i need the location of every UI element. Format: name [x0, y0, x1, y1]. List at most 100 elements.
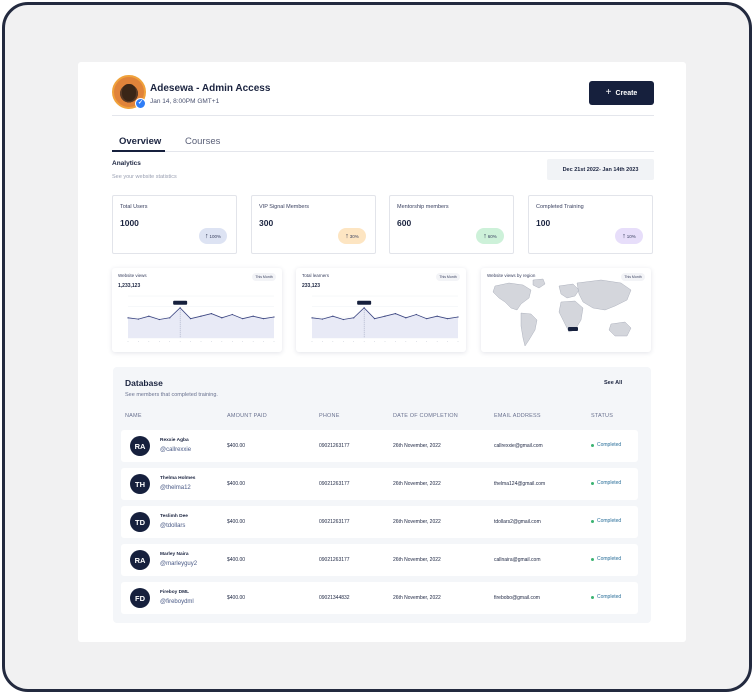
member-handle: @tdollars: [160, 523, 186, 529]
avatar: RA: [130, 436, 150, 456]
column-header-email: EMAIL ADDRESS: [494, 413, 541, 419]
data-point: [446, 318, 449, 320]
stat-label: VIP Signal Members: [259, 204, 310, 210]
data-point: [262, 318, 265, 320]
stat-label: Total Users: [120, 204, 148, 210]
stat-value: 300: [259, 218, 274, 228]
data-point: [353, 317, 355, 319]
stat-badge: ↑ 100%: [199, 228, 227, 244]
status-dot-icon: [591, 595, 594, 599]
data-point: [394, 313, 397, 315]
verified-icon: ✓: [135, 98, 146, 109]
tab-overview[interactable]: Overview: [119, 136, 162, 147]
column-header-status: STATUS: [591, 413, 614, 419]
stat-label: Completed Training: [536, 204, 584, 210]
data-point: [169, 317, 171, 319]
status-label: Completed: [597, 442, 622, 448]
avatar[interactable]: ✓: [112, 75, 146, 109]
data-point: [148, 315, 150, 317]
data-point: [363, 307, 365, 309]
database-title: Database: [125, 378, 163, 388]
data-point: [231, 313, 233, 316]
member-handle: @fireboydml: [160, 599, 194, 605]
table-row[interactable]: FD Fireboy DML @fireboydml $400.00 09021…: [121, 582, 638, 614]
analytics-title: Analytics: [112, 160, 141, 167]
avatar: TD: [130, 512, 150, 532]
chart-card-total-learners: Total learners 233,123 This Month: [296, 268, 466, 352]
email: thelma124@gmail.com: [494, 481, 546, 487]
chart-card-views-by-region: Website views by region This Month: [481, 268, 651, 352]
table-row[interactable]: TD Teslimh Dee @tdollars $400.00 0902126…: [121, 506, 638, 538]
stat-badge-label: 10%: [626, 233, 636, 239]
data-point: [221, 317, 223, 319]
database-panel: Database See members that completed trai…: [113, 367, 651, 623]
status-label: Completed: [597, 556, 622, 562]
status-dot-icon: [591, 557, 594, 561]
status-dot-icon: [591, 481, 594, 485]
data-point: [273, 316, 275, 318]
column-header-phone: PHONE: [319, 413, 340, 419]
period-select[interactable]: This Month: [621, 273, 645, 281]
total-learners-chart: [311, 295, 459, 342]
column-header-date: DATE OF COMPLETION: [393, 413, 458, 419]
stat-value: 100: [536, 218, 551, 228]
stat-value: 1000: [120, 218, 139, 228]
status-badge: Completed: [591, 442, 621, 448]
map-greenland: [532, 278, 546, 289]
website-views-chart: [127, 295, 275, 342]
table-row[interactable]: RA Rexxie Agba @callrexxie $400.00 09021…: [121, 430, 638, 462]
status-badge: Completed: [591, 556, 621, 562]
stat-badge-label: 60%: [487, 233, 497, 239]
email: firebobo@gmail.com: [494, 595, 540, 601]
column-header-name: NAME: [125, 413, 142, 419]
avatar-face: [122, 84, 136, 101]
data-point: [321, 318, 324, 320]
stat-card-completed-training: Completed Training 100 ↑ 10%: [528, 195, 653, 254]
member-name: Thelma Holmes: [160, 476, 196, 481]
stat-badge: ↑ 30%: [338, 228, 366, 244]
data-point: [179, 307, 181, 309]
table-row[interactable]: RA Marley Naira @marleyguy2 $400.00 0902…: [121, 544, 638, 576]
stat-badge: ↑ 60%: [476, 228, 504, 244]
status-dot-icon: [591, 519, 594, 523]
see-all-link[interactable]: See All: [604, 380, 623, 386]
world-map: [492, 278, 632, 347]
data-point: [311, 317, 313, 319]
data-point: [384, 315, 386, 317]
data-point: [189, 318, 192, 320]
data-point: [242, 318, 244, 320]
email: callnaira@gmail.com: [494, 557, 541, 563]
date-range-picker[interactable]: Dec 21st 2022- Jan 14th 2023: [547, 159, 654, 180]
amount-paid: $400.00: [227, 595, 246, 601]
status-label: Completed: [597, 480, 622, 486]
period-select[interactable]: This Month: [252, 273, 276, 281]
stat-badge-label: 30%: [349, 233, 359, 239]
stat-label: Mentorship members: [397, 204, 449, 210]
member-name: Fireboy DML: [160, 590, 190, 595]
avatar: TH: [130, 474, 150, 494]
stat-badge-label: 100%: [209, 233, 221, 239]
map-asia: [576, 279, 632, 311]
create-button[interactable]: + Create: [589, 81, 654, 105]
user-name: Adesewa - Admin Access: [150, 83, 271, 94]
data-point: [252, 315, 254, 317]
phone: 09021344832: [319, 595, 350, 601]
stat-card-mentorship-members: Mentorship members 600 ↑ 60%: [389, 195, 514, 254]
tab-courses[interactable]: Courses: [185, 136, 221, 147]
completion-date: 26th November, 2022: [393, 557, 441, 563]
arrow-up-icon: ↑: [483, 232, 487, 240]
chart-title: Website views by region: [487, 273, 536, 278]
user-time: Jan 14, 8:00PM GMT+1: [150, 98, 220, 105]
database-subtitle: See members that completed training.: [125, 392, 218, 398]
period-select[interactable]: This Month: [436, 273, 460, 281]
completion-date: 26th November, 2022: [393, 443, 441, 449]
phone: 09021263177: [319, 519, 350, 525]
table-row[interactable]: TH Thelma Holmes @thelma12 $400.00 09021…: [121, 468, 638, 500]
completion-date: 26th November, 2022: [393, 519, 441, 525]
data-point: [373, 318, 376, 320]
column-header-amount: AMOUNT PAID: [227, 413, 267, 419]
chart-value: 233,123: [302, 283, 321, 289]
chart-area: [312, 307, 458, 338]
data-point: [200, 315, 202, 317]
